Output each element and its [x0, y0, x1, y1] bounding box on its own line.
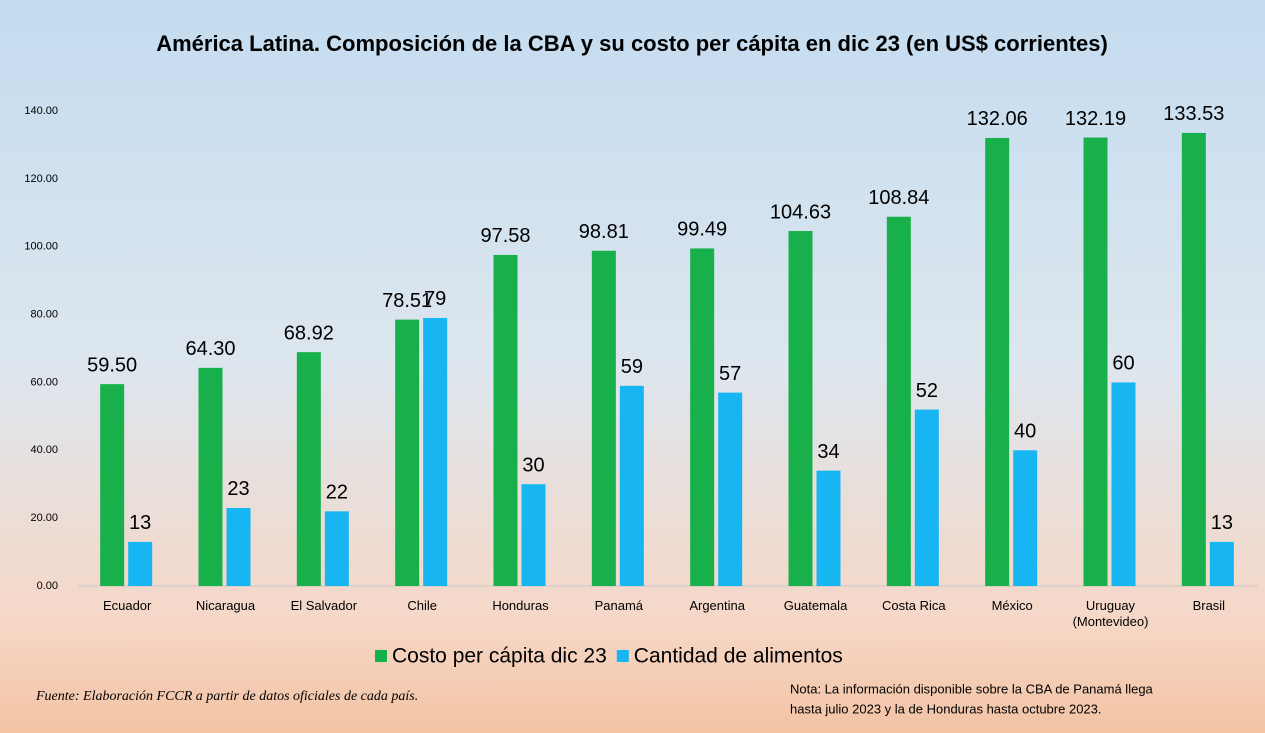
bar: [886, 216, 911, 586]
bar: [324, 511, 349, 586]
legend-label: Costo per cápita dic 23: [392, 645, 607, 668]
data-label: 60: [1112, 353, 1134, 375]
data-label: 104.63: [770, 201, 831, 223]
bar: [1013, 450, 1038, 586]
data-label: 59.50: [87, 354, 137, 376]
legend-label: Cantidad de alimentos: [634, 645, 843, 668]
data-label: 13: [1211, 512, 1233, 534]
data-label: 23: [227, 478, 249, 500]
x-tick-label: Honduras: [492, 598, 549, 613]
bar: [521, 484, 546, 586]
bar: [296, 352, 321, 586]
x-tick-label: Ecuador: [102, 598, 152, 613]
data-label: 132.06: [967, 108, 1028, 130]
note-line: Nota: La información disponible sobre la…: [790, 681, 1154, 696]
data-label: 78.51: [382, 290, 432, 312]
y-tick-label: 0.00: [37, 580, 58, 592]
bar: [128, 541, 153, 586]
x-tick-label: Brasil: [1192, 598, 1226, 613]
data-label: 40: [1014, 421, 1036, 443]
data-label: 68.92: [284, 322, 334, 344]
x-tick-label: Nicaragua: [195, 598, 256, 613]
data-label: 22: [326, 482, 348, 504]
bar: [395, 319, 420, 586]
legend-swatch: [616, 650, 629, 662]
data-label: 79: [424, 288, 446, 310]
source: Fuente: Elaboración FCCR a partir de dat…: [35, 689, 418, 704]
data-label: 52: [916, 380, 938, 402]
bar: [1111, 382, 1136, 586]
bar: [619, 385, 644, 586]
y-tick-label: 100.00: [24, 241, 58, 253]
x-tick-label: El Salvador: [290, 598, 358, 613]
x-tick-label: México: [991, 598, 1033, 613]
bar: [1209, 541, 1234, 586]
x-tick-label: Panamá: [594, 598, 644, 613]
bar: [100, 384, 125, 586]
y-tick-label: 80.00: [30, 308, 58, 320]
note-line: hasta julio 2023 y la de Honduras hasta …: [790, 701, 1102, 716]
bar: [423, 317, 448, 586]
bar: [1083, 137, 1108, 586]
data-label: 132.19: [1065, 108, 1126, 130]
x-tick-label: Argentina: [689, 598, 745, 613]
data-label: 30: [522, 454, 544, 476]
y-tick-label: 40.00: [30, 444, 58, 456]
x-tick-label: Guatemala: [783, 598, 848, 613]
data-label: 64.30: [185, 338, 235, 360]
bar: [718, 392, 743, 586]
data-label: 133.53: [1163, 103, 1224, 125]
bar: [690, 248, 715, 586]
data-label: 99.49: [677, 219, 727, 241]
data-label: 59: [621, 356, 643, 378]
bar: [1181, 132, 1206, 586]
data-label: 57: [719, 363, 741, 385]
y-tick-label: 140.00: [24, 105, 58, 117]
y-tick-label: 20.00: [30, 512, 58, 524]
y-tick-label: 60.00: [30, 376, 58, 388]
data-label: 97.58: [480, 225, 530, 247]
y-tick-label: 120.00: [24, 173, 58, 185]
bar: [914, 409, 939, 586]
bar: [198, 367, 223, 586]
bar: [591, 250, 616, 587]
x-tick-label: Chile: [407, 598, 437, 613]
data-label: 108.84: [868, 187, 929, 209]
data-label: 34: [817, 441, 839, 463]
bar: [493, 254, 518, 587]
legend-swatch: [375, 650, 387, 662]
chart-title: América Latina. Composición de la CBA y …: [156, 31, 1108, 56]
data-label: 98.81: [579, 221, 629, 243]
bar: [788, 231, 813, 586]
x-tick-label: Uruguay (Montevideo): [1072, 598, 1149, 629]
bar: [816, 470, 841, 586]
x-tick-label: Costa Rica: [882, 598, 946, 613]
bar: [985, 137, 1010, 587]
bar: [226, 507, 251, 586]
data-label: 13: [129, 512, 151, 534]
